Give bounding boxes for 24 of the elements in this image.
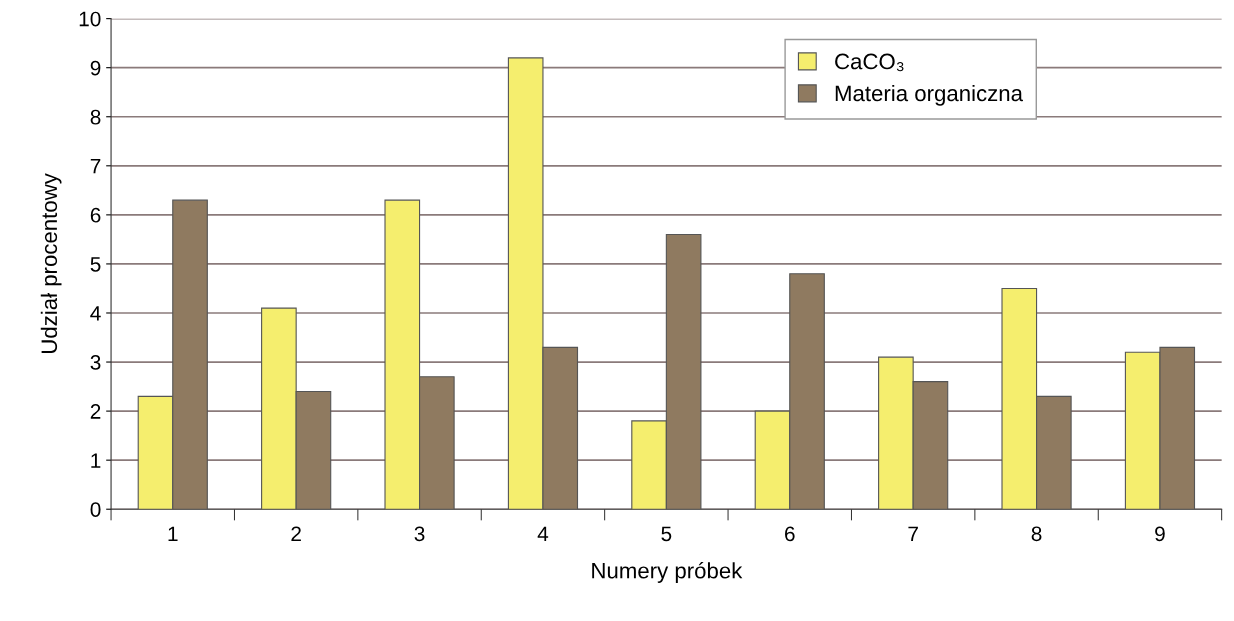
legend-label: CaCO₃	[835, 53, 904, 72]
x-tick-label: 4	[537, 526, 549, 541]
y-tick-label: 4	[90, 306, 101, 321]
x-tick-label: 5	[661, 526, 672, 542]
y-tick-label: 6	[90, 207, 101, 223]
y-tick-label: 9	[90, 60, 101, 76]
x-tick-label: 9	[1155, 526, 1165, 542]
y-axis-title: Udział procentowy	[40, 173, 62, 353]
x-axis-title: Numery próbek	[592, 561, 743, 583]
y-tick-label: 0	[90, 502, 101, 517]
y-tick-label: 8	[90, 109, 101, 125]
y-tick-label: 1	[91, 453, 101, 468]
y-tick-label: 10	[79, 11, 101, 27]
y-tick-label: 5	[90, 257, 101, 272]
y-tick-label: 7	[90, 159, 101, 174]
legend-label: Materia organiczna	[835, 84, 1023, 106]
x-tick-label: 7	[908, 526, 918, 541]
x-tick-label: 1	[168, 526, 178, 541]
x-tick-label: 8	[1031, 526, 1042, 542]
x-tick-label: 3	[414, 526, 425, 542]
x-tick-label: 2	[291, 526, 301, 541]
y-tick-label: 3	[90, 355, 101, 370]
x-tick-label: 6	[785, 526, 795, 542]
y-tick-label: 2	[90, 404, 101, 419]
